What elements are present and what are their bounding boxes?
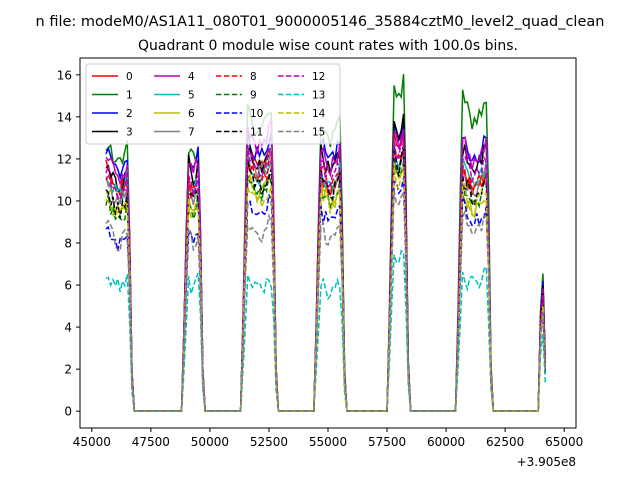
legend-label: 14 bbox=[312, 108, 326, 120]
series-line-4 bbox=[105, 117, 547, 412]
series-line-13 bbox=[105, 249, 547, 412]
x-tick-label: 60000 bbox=[427, 435, 465, 449]
x-tick-label: 55000 bbox=[309, 435, 347, 449]
y-tick-label: 2 bbox=[64, 363, 72, 377]
x-offset-label: +3.905e8 bbox=[517, 455, 576, 469]
legend-label: 0 bbox=[126, 71, 133, 83]
series-line-9 bbox=[105, 158, 547, 412]
x-tick-label: 65000 bbox=[545, 435, 583, 449]
series-line-10 bbox=[105, 177, 547, 412]
y-tick-label: 16 bbox=[57, 68, 72, 82]
y-ticks: 0 2 4 6 8 10 12 14 16 bbox=[57, 68, 80, 419]
chart-title: Quadrant 0 module wise count rates with … bbox=[138, 38, 518, 54]
legend-label: 8 bbox=[250, 71, 257, 83]
legend-label: 2 bbox=[126, 108, 133, 120]
series-line-2 bbox=[105, 121, 547, 412]
x-ticks: 45000 47500 50000 52500 55000 57500 60000 62500… bbox=[73, 428, 583, 449]
y-tick-label: 6 bbox=[64, 279, 72, 293]
series-line-15 bbox=[105, 190, 547, 412]
legend-box bbox=[85, 63, 341, 145]
x-tick-label: 62500 bbox=[486, 435, 524, 449]
legend-label: 4 bbox=[188, 71, 195, 83]
y-tick-label: 0 bbox=[64, 405, 72, 419]
x-tick-label: 47500 bbox=[132, 435, 170, 449]
y-tick-label: 10 bbox=[57, 194, 72, 208]
legend-label: 10 bbox=[250, 108, 263, 120]
legend-label: 5 bbox=[188, 90, 195, 102]
y-tick-label: 14 bbox=[57, 110, 72, 124]
figure-suptitle: n file: modeM0/AS1A11_080T01_9000005146_… bbox=[36, 14, 605, 30]
series-layer bbox=[105, 74, 547, 412]
x-tick-label: 50000 bbox=[191, 435, 229, 449]
legend-label: 7 bbox=[188, 127, 195, 139]
legend-label: 15 bbox=[312, 127, 325, 139]
y-tick-label: 12 bbox=[57, 152, 72, 166]
legend-label: 12 bbox=[312, 71, 325, 83]
y-tick-label: 8 bbox=[64, 237, 72, 251]
legend-label: 13 bbox=[312, 90, 325, 102]
legend-label: 1 bbox=[126, 90, 133, 102]
x-tick-label: 52500 bbox=[250, 435, 288, 449]
legend-label: 11 bbox=[250, 127, 263, 139]
y-tick-label: 4 bbox=[64, 321, 72, 335]
x-tick-label: 45000 bbox=[73, 435, 111, 449]
x-tick-label: 57500 bbox=[368, 435, 406, 449]
legend-label: 3 bbox=[126, 127, 133, 139]
legend-label: 9 bbox=[250, 90, 257, 102]
legend-label: 6 bbox=[188, 108, 195, 120]
